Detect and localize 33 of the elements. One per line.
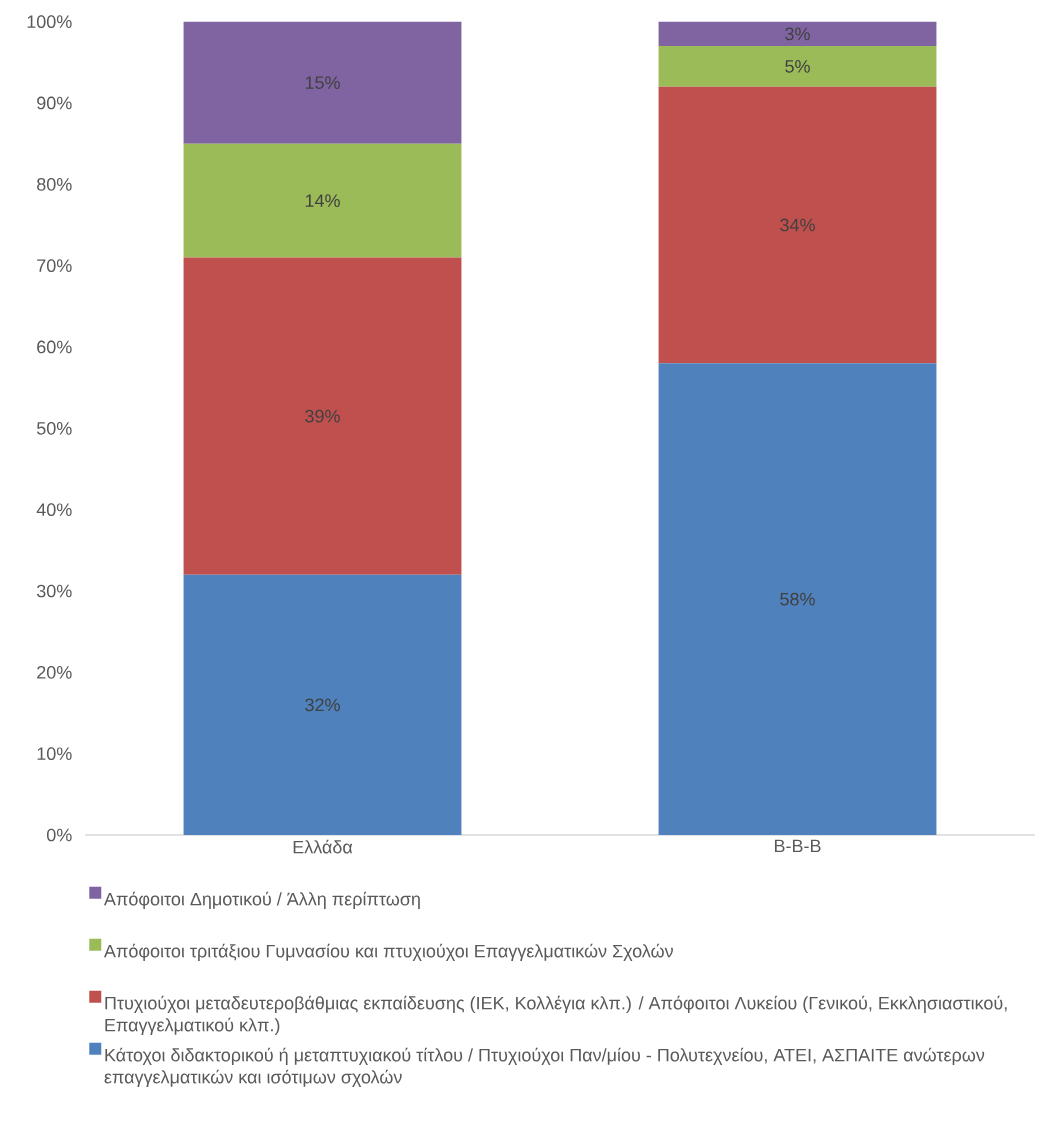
data-label: 32% [305, 698, 340, 712]
data-label: 34% [780, 218, 815, 232]
bar [183, 257, 462, 575]
legend-label: Απόφοιτοι Δημοτικού / Άλλη περίπτωση [103, 891, 420, 910]
y-tick-label: 100% [27, 15, 72, 29]
y-tick-label: 50% [36, 421, 72, 435]
bar [658, 86, 937, 364]
bar [183, 21, 462, 144]
y-tick-label: 70% [37, 259, 72, 273]
data-label: 15% [305, 76, 340, 89]
data-label: 5% [785, 60, 810, 73]
data-label: 39% [305, 409, 340, 423]
y-tick-label: 10% [37, 747, 72, 761]
bar [658, 21, 937, 47]
y-tick-label: 40% [36, 503, 72, 517]
y-tick-label: 30% [36, 584, 72, 598]
data-label: 58% [780, 592, 815, 606]
y-tick-label: 90% [37, 96, 72, 110]
legend-label: Πτυχιούχοι μεταδευτεροβάθμιας εκπαίδευσης (ΙΕΚ, Κολλέγια κλπ.) / Απόφοιτοι Λυκείου (Γενικού, Εκκλησιαστικού, Επαγγελματικού κλπ.) [105, 995, 1007, 1036]
data-label: 14% [305, 194, 340, 207]
y-tick-label: 80% [37, 177, 72, 191]
x-tick-label: Ελλάδα [293, 839, 353, 854]
y-tick-label: 20% [37, 665, 72, 679]
legend-label: Απόφοιτοι τριτάξιου Γυμνασίου και πτυχιούχοι Επαγγελματικών Σχολών [103, 943, 673, 962]
bar [658, 46, 937, 87]
bar [658, 363, 937, 835]
legend-label: Κάτοχοι διδακτορικού ή μεταπτυχιακού τίτλου / Πτυχιούχοι Παν/μίου - Πολυτεχνείου, ΑΤΕΙ, ΑΣΠΑΙΤΕ ανώτερων επαγγελματικών και ισότιμων σχολών [104, 1047, 985, 1088]
x-tick-label: Β-Β-Β [774, 839, 821, 853]
y-tick-label: 0% [46, 828, 72, 842]
bar [183, 143, 462, 258]
data-label: 3% [785, 27, 810, 41]
bar [183, 574, 462, 835]
y-tick-label: 60% [37, 340, 72, 354]
